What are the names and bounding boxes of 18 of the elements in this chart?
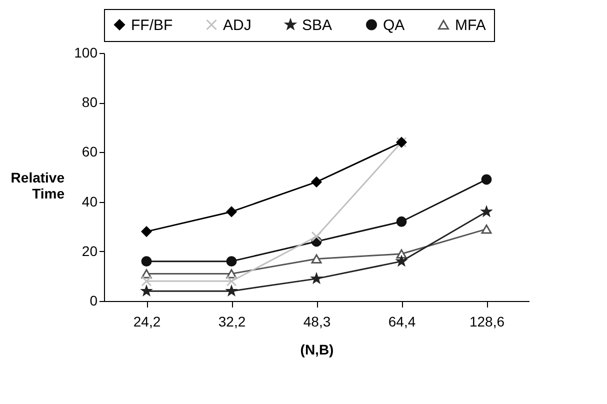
y-tick-label: 0 bbox=[90, 292, 98, 308]
x-tick-label: 128,6 bbox=[469, 314, 505, 330]
y-tick-label: 100 bbox=[74, 44, 98, 60]
x-tick-label: 32,2 bbox=[218, 314, 246, 330]
x-tick-label: 64,4 bbox=[388, 314, 416, 330]
x-tick-label: 24,2 bbox=[133, 314, 161, 330]
y-tick-label: 40 bbox=[82, 193, 98, 210]
legend-label: ADJ bbox=[223, 16, 252, 34]
legend-label: FF/BF bbox=[131, 16, 173, 34]
legend-label: MFA bbox=[455, 16, 486, 34]
x-tick-label: 48,3 bbox=[303, 314, 331, 330]
legend-label: QA bbox=[383, 16, 405, 34]
y-tick-label: 80 bbox=[82, 94, 98, 110]
y-tick-label: 20 bbox=[82, 242, 98, 259]
y-axis-title: Relative Time bbox=[10, 170, 65, 202]
legend-label: SBA bbox=[302, 16, 332, 34]
y-tick-label: 60 bbox=[82, 144, 98, 160]
x-axis-title: (N,B) bbox=[300, 342, 334, 358]
